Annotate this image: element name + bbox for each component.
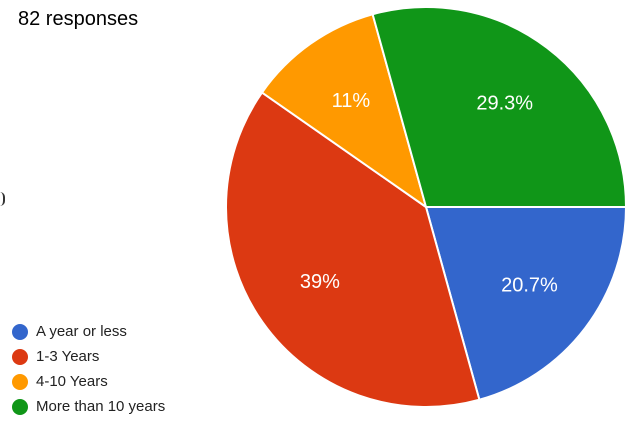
slice-value-label: 11%: [332, 90, 371, 112]
legend-swatch: [12, 398, 28, 415]
legend-label: 1-3 Years: [36, 348, 100, 365]
legend-swatch: [12, 323, 28, 340]
legend: A year or less 1-3 Years 4-10 Years More…: [12, 319, 165, 419]
legend-label: A year or less: [36, 323, 127, 340]
legend-swatch: [12, 373, 28, 390]
pie-slice[interactable]: [424, 206, 628, 401]
legend-item[interactable]: 4-10 Years: [12, 369, 165, 394]
legend-swatch: [12, 348, 28, 365]
legend-item[interactable]: A year or less: [12, 319, 165, 344]
slice-value-label: 20.7%: [501, 275, 558, 297]
response-count: 82 responses: [18, 8, 139, 30]
legend-item[interactable]: 1-3 Years: [12, 344, 165, 369]
edge-marker: [0, 192, 5, 206]
legend-label: 4-10 Years: [36, 373, 108, 390]
pie-slice[interactable]: [225, 91, 481, 408]
slice-value-label: 39%: [300, 271, 340, 293]
legend-label: More than 10 years: [36, 398, 166, 415]
pie-slice[interactable]: [371, 6, 628, 208]
legend-item[interactable]: More than 10 years: [12, 394, 165, 419]
slice-value-label: 29.3%: [476, 93, 533, 115]
